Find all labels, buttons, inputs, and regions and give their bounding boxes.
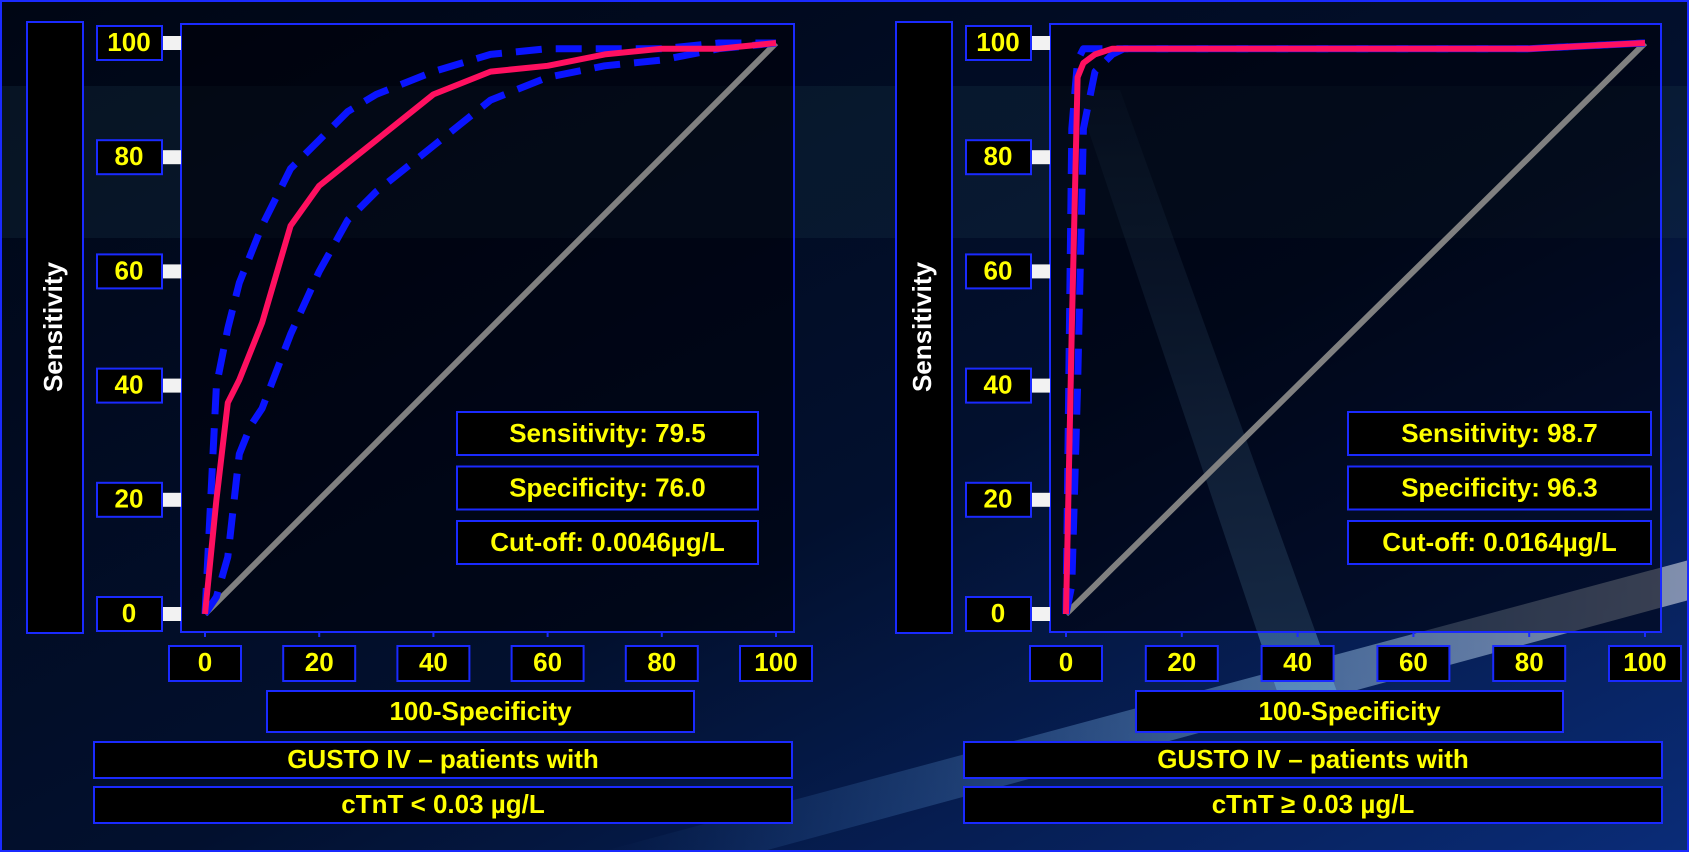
x-tick-label: 80 (1515, 647, 1544, 677)
x-tick-box (739, 645, 813, 682)
y-tick-label: 60 (115, 255, 144, 285)
x-tick-box (1260, 645, 1335, 682)
y-tick-label: 20 (115, 484, 144, 514)
y-tick-box (965, 367, 1032, 404)
x-label-box (266, 690, 695, 733)
y-tick-box (96, 139, 163, 176)
y-tick-mark (163, 492, 181, 507)
y-tick-box (96, 596, 163, 632)
x-tick-label: 100 (754, 647, 797, 677)
y-tick-box (96, 481, 163, 518)
x-tick-label: 40 (419, 647, 448, 677)
x-tick-label: 20 (1167, 647, 1196, 677)
caption-box (93, 786, 793, 824)
roc-line (202, 40, 777, 615)
y-tick-label: 0 (122, 598, 136, 628)
x-tick-label: 0 (198, 647, 212, 677)
y-tick-mark (1032, 150, 1050, 165)
y-tick-mark (1032, 264, 1050, 279)
caption: cTnT ≥ 0.03 µg/L (1212, 789, 1415, 819)
y-tick-mark (1032, 492, 1050, 507)
x-tick-label: 80 (647, 647, 676, 677)
y-tick-box (965, 25, 1032, 61)
x-tick-label: 100 (1623, 647, 1666, 677)
roc-line (1063, 40, 1646, 615)
x-tick-box (396, 645, 471, 682)
x-tick-box (624, 645, 699, 682)
y-tick-mark (163, 264, 181, 279)
caption-box (963, 786, 1663, 824)
annotation-box (456, 411, 759, 456)
y-label-box (26, 21, 84, 634)
y-tick-mark (1032, 36, 1050, 50)
y-tick-label: 20 (984, 484, 1013, 514)
y-tick-box (96, 253, 163, 290)
y-label-box (895, 21, 953, 634)
y-tick-box (965, 481, 1032, 518)
annotation-box (1347, 465, 1652, 511)
annotation: Sensitivity: 98.7 (1401, 418, 1598, 448)
caption: GUSTO IV – patients with (287, 744, 599, 774)
x-tick-box (1144, 645, 1219, 682)
annotation: Cut-off: 0.0046µg/L (490, 527, 725, 557)
y-tick-label: 100 (976, 27, 1019, 57)
y-tick-mark (163, 607, 181, 621)
charts: Sensitivity 0 20 40 60 80 100 0 20 40 60 80 100 100-S… (26, 21, 1682, 824)
y-tick-box (965, 139, 1032, 176)
y-tick-label: 40 (115, 369, 144, 399)
annotation-box (456, 465, 759, 511)
x-tick-box (282, 645, 357, 682)
annotation-box (1347, 520, 1652, 565)
x-tick-label: 60 (533, 647, 562, 677)
roc-line (202, 39, 777, 616)
x-axis-label: 100-Specificity (389, 696, 572, 726)
x-tick-label: 40 (1283, 647, 1312, 677)
y-tick-label: 0 (991, 598, 1005, 628)
y-tick-label: 80 (115, 141, 144, 171)
y-tick-box (965, 596, 1032, 632)
annotation: Specificity: 96.3 (1401, 472, 1598, 502)
y-tick-mark (163, 150, 181, 165)
x-tick-label: 20 (305, 647, 334, 677)
x-tick-label: 60 (1399, 647, 1428, 677)
y-tick-label: 80 (984, 141, 1013, 171)
caption-box (93, 741, 793, 779)
x-label-box (1135, 690, 1564, 733)
caption-box (963, 741, 1663, 779)
x-tick-label: 0 (1059, 647, 1073, 677)
x-tick-box (1376, 645, 1451, 682)
x-axis-label: 100-Specificity (1258, 696, 1441, 726)
annotation: Sensitivity: 79.5 (509, 418, 706, 448)
x-tick-box (1492, 645, 1567, 682)
y-tick-mark (163, 36, 181, 50)
annotation-box (456, 520, 759, 565)
annotation: Specificity: 76.0 (509, 472, 706, 502)
annotation-box (1347, 411, 1652, 456)
x-tick-box (1608, 645, 1682, 682)
x-tick-box (510, 645, 585, 682)
roc-line (1063, 40, 1648, 617)
y-tick-label: 100 (107, 27, 150, 57)
y-tick-box (965, 253, 1032, 290)
caption: GUSTO IV – patients with (1157, 744, 1469, 774)
x-tick-box (1029, 645, 1103, 682)
y-axis-label: Sensitivity (907, 261, 937, 392)
caption: cTnT < 0.03 µg/L (341, 789, 545, 819)
y-tick-label: 60 (984, 255, 1013, 285)
roc-line (202, 40, 779, 617)
y-axis-label: Sensitivity (38, 261, 68, 392)
y-tick-box (96, 367, 163, 404)
y-tick-label: 40 (984, 369, 1013, 399)
roc-line (201, 39, 776, 615)
y-tick-mark (1032, 607, 1050, 621)
annotation: Cut-off: 0.0164µg/L (1382, 527, 1617, 557)
y-tick-box (96, 25, 163, 61)
x-tick-box (168, 645, 242, 682)
y-tick-mark (163, 378, 181, 393)
y-tick-mark (1032, 378, 1050, 393)
